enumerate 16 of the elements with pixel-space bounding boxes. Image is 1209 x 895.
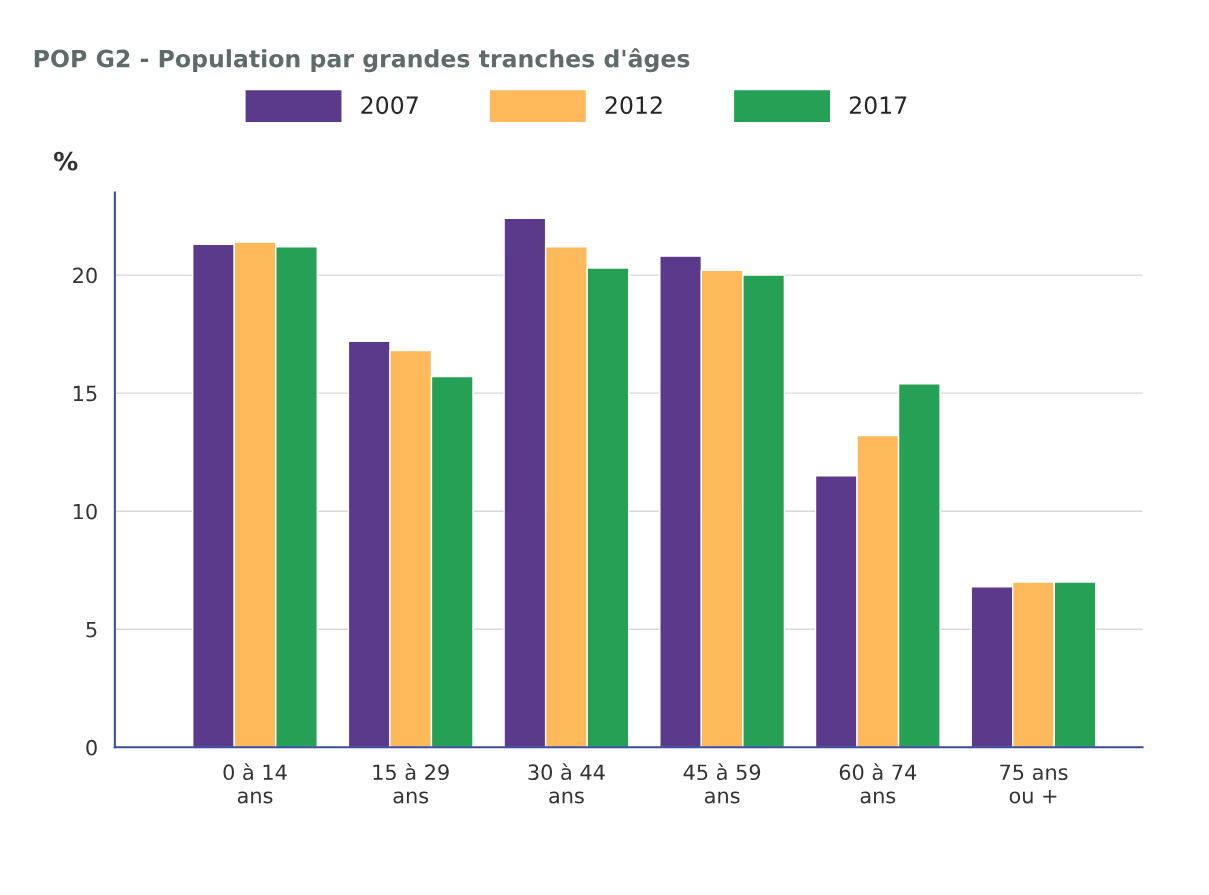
y-axis-title: %	[54, 151, 78, 171]
x-tick-label: 30 à 44 ans	[528, 763, 605, 804]
x-tick-label: 75 ans ou +	[1000, 764, 1068, 804]
x-tick-label: 15 à 29 ans	[373, 763, 449, 804]
y-tick-label: 0	[86, 739, 97, 756]
y-tick-label: 20	[73, 267, 97, 284]
chart-title: POP G2 - Population par grandes tranches d'âges	[34, 48, 690, 73]
x-tick-label: 60 à 74 ans	[839, 763, 917, 804]
legend-label: 2017	[849, 96, 907, 115]
y-tick-label: 10	[73, 503, 97, 520]
x-tick-label: 45 à 59 ans	[683, 763, 761, 804]
y-tick-label: 15	[73, 385, 97, 402]
x-tick-label: 0 à 14 ans	[223, 763, 287, 804]
legend-label: 2012	[605, 96, 662, 115]
y-tick-label: 5	[86, 621, 97, 638]
legend-label: 2007	[361, 96, 418, 115]
